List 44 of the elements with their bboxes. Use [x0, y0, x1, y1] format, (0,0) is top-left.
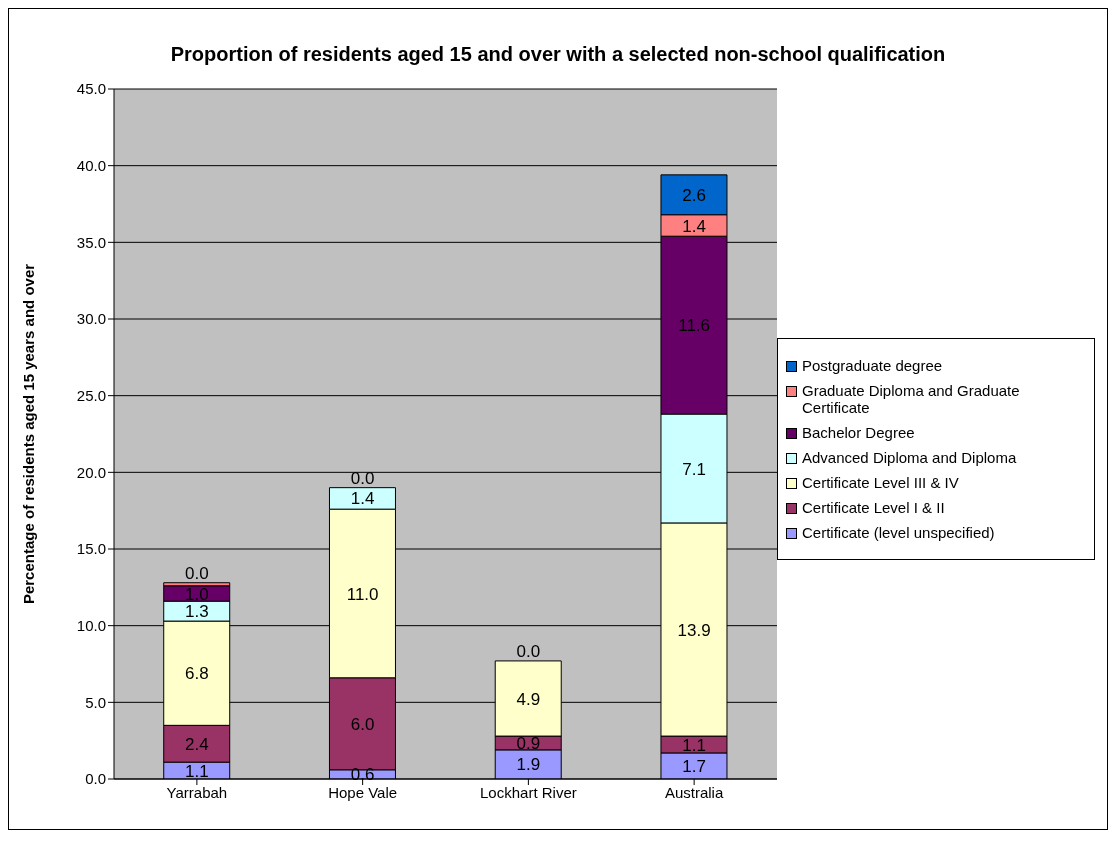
data-label: 1.9 [516, 755, 541, 775]
data-label: 2.4 [185, 734, 209, 754]
data-label: 1.4 [682, 216, 706, 236]
data-label: 2.6 [682, 185, 706, 205]
data-label: 1.7 [682, 757, 706, 776]
x-tick-label: Yarrabah [166, 783, 228, 801]
legend-label: Certificate Level I & II [802, 499, 945, 516]
legend-label: Postgraduate degree [802, 357, 943, 374]
data-label: 0.0 [350, 468, 375, 488]
y-tick-label: 40.0 [76, 156, 106, 174]
data-label: 13.9 [677, 620, 711, 640]
y-tick-label: 0.0 [85, 770, 106, 788]
data-label: 11.0 [346, 584, 379, 604]
data-label: 1.3 [185, 602, 209, 622]
data-label: 11.6 [678, 316, 711, 336]
x-tick-label: Australia [664, 783, 724, 801]
y-tick-label: 20.0 [76, 463, 106, 481]
legend-label: Advanced Diploma and Diploma [802, 449, 1017, 466]
x-tick-label: Hope Vale [328, 783, 398, 801]
y-tick-label: 35.0 [76, 233, 106, 251]
y-tick-label: 10.0 [76, 616, 106, 634]
data-label: 1.4 [350, 489, 375, 509]
y-axis-title: Percentage of residents aged 15 years and over [20, 263, 38, 605]
y-tick-label: 5.0 [85, 693, 106, 711]
data-label: 7.1 [682, 459, 706, 479]
y-tick-label: 30.0 [76, 310, 106, 328]
y-tick-label: 45.0 [76, 80, 106, 98]
legend-label: Certificate Level III & IV [802, 474, 959, 491]
y-tick-label: 15.0 [76, 540, 106, 558]
data-label: 1.1 [682, 735, 706, 755]
data-label: 6.0 [350, 714, 375, 734]
x-tick-label: Lockhart River [480, 783, 577, 801]
data-label: 1.0 [185, 584, 209, 604]
data-label: 4.9 [516, 689, 541, 709]
y-tick-label: 25.0 [76, 386, 106, 404]
legend-label: Bachelor Degree [802, 424, 915, 441]
data-label: 6.8 [185, 664, 209, 684]
legend-label: Certificate (level unspecified) [802, 524, 995, 541]
data-label: 0.0 [185, 563, 209, 583]
data-label: 0.9 [516, 734, 541, 753]
chart-title: Proportion of residents aged 15 and over with a selected non-school qualification [169, 42, 947, 67]
data-label: 0.0 [516, 641, 541, 661]
legend-label: Graduate Diploma and Graduate Certificate [802, 382, 1021, 416]
data-label: 1.1 [185, 761, 209, 781]
